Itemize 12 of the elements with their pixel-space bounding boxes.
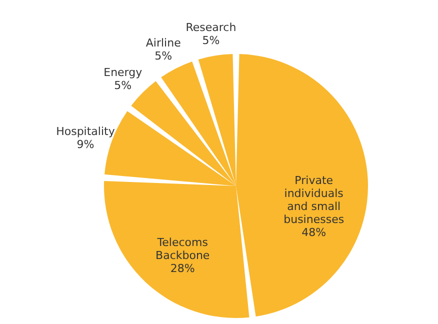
- slice-label: Telecoms Backbone: [156, 236, 210, 262]
- slice-label: Private individuals and small businesses: [284, 174, 344, 226]
- data-label: 5%: [114, 78, 132, 92]
- data-label: 28%: [170, 262, 195, 275]
- slice-label: Energy: [104, 66, 143, 79]
- data-label: 5%: [202, 34, 220, 47]
- data-label: 9%: [76, 138, 94, 151]
- data-label: 48%: [302, 226, 326, 240]
- slice-label: Research: [186, 20, 236, 34]
- slice-label: Hospitality: [56, 124, 116, 138]
- data-label: 5%: [154, 49, 172, 62]
- slice-label: Airline: [146, 36, 182, 50]
